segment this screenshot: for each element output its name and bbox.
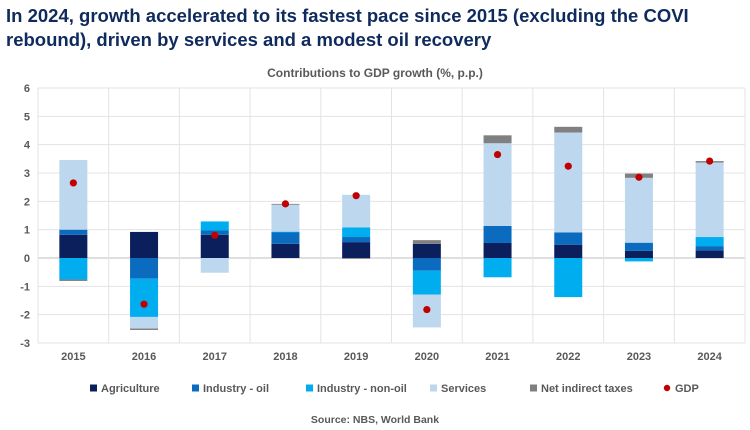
gdp-point [493, 150, 502, 159]
bar-net-indirect-taxes [342, 258, 371, 259]
bar-agriculture [200, 234, 229, 258]
chart-subtitle: Contributions to GDP growth (%, p.p.) [267, 66, 483, 80]
bar-industry-oil [342, 237, 371, 243]
bar-agriculture [695, 250, 724, 258]
x-tick-label: 2018 [273, 351, 297, 363]
y-tick-label: 6 [24, 83, 30, 95]
legend-label: Services [441, 383, 486, 395]
bar-agriculture [271, 243, 300, 258]
legend-label: Industry - non-oil [317, 383, 407, 395]
y-tick-label: -2 [20, 310, 30, 322]
legend-marker [306, 384, 313, 392]
x-tick-label: 2024 [697, 351, 722, 363]
gdp-point [352, 192, 360, 200]
bar-industry-oil [483, 225, 512, 243]
y-tick-label: 4 [24, 140, 31, 152]
gdp-point [211, 231, 219, 239]
bar-agriculture [412, 243, 441, 258]
bar-industry-oil [695, 246, 724, 251]
gdp-point [706, 157, 714, 165]
x-tick-label: 2016 [132, 351, 156, 363]
bar-industry-non-oil [271, 231, 300, 233]
legend-marker [430, 384, 437, 392]
legend-label: Agriculture [101, 383, 160, 395]
bar-agriculture [483, 242, 512, 258]
y-tick-label: -1 [20, 281, 30, 293]
bar-industry-non-oil [624, 258, 653, 262]
bar-services [554, 132, 583, 233]
bar-net-indirect-taxes [483, 135, 512, 144]
bar-net-indirect-taxes [554, 126, 583, 133]
bar-industry-non-oil [412, 270, 441, 295]
gdp-point [69, 179, 77, 187]
bar-agriculture [59, 234, 88, 258]
title-line-2: rebound), driven by services and a modes… [6, 29, 492, 50]
legend-label: Net indirect taxes [541, 383, 633, 395]
bar-industry-non-oil [59, 258, 88, 280]
legend-marker [90, 384, 97, 392]
bar-industry-oil [554, 232, 583, 245]
bar-industry-non-oil [342, 227, 371, 238]
x-tick-label: 2023 [627, 351, 651, 363]
chart-title: In 2024, growth accelerated to its faste… [6, 4, 750, 52]
x-tick-label: 2015 [61, 351, 85, 363]
bar-services [130, 316, 159, 329]
legend-marker-gdp [663, 384, 671, 392]
x-tick-label: 2017 [203, 351, 227, 363]
legend-marker [530, 384, 537, 392]
y-tick-label: 1 [24, 225, 30, 237]
legend-marker [192, 384, 199, 392]
bar-industry-non-oil [483, 258, 512, 278]
bar-services [271, 204, 300, 232]
bar-services [624, 177, 653, 243]
bar-industry-oil [130, 258, 159, 279]
bar-industry-non-oil [695, 237, 724, 247]
y-tick-label: 5 [24, 111, 30, 123]
bar-services [200, 258, 229, 273]
bar-agriculture [130, 231, 159, 258]
legend-label: GDP [675, 383, 699, 395]
bar-agriculture [624, 250, 653, 258]
bar-agriculture [554, 244, 583, 258]
x-tick-label: 2019 [344, 351, 368, 363]
gdp-point [564, 162, 572, 170]
bar-services [695, 162, 724, 238]
bar-industry-non-oil [200, 221, 229, 231]
gdp-point [635, 173, 643, 181]
y-tick-label: 3 [24, 168, 30, 180]
bar-services [59, 159, 88, 230]
bar-net-indirect-taxes [130, 328, 159, 330]
x-tick-label: 2020 [415, 351, 439, 363]
source-note: Source: NBS, World Bank [310, 414, 440, 426]
x-tick-label: 2022 [556, 351, 580, 363]
bar-industry-oil [412, 258, 441, 271]
bar-net-indirect-taxes [412, 240, 441, 244]
bar-services [342, 194, 371, 228]
gdp-point [140, 300, 148, 308]
y-tick-label: 2 [24, 196, 30, 208]
y-tick-label: 0 [24, 253, 30, 265]
bar-industry-non-oil [130, 278, 159, 317]
y-tick-label: -3 [20, 338, 30, 350]
bar-industry-oil [624, 242, 653, 251]
legend-label: Industry - oil [203, 383, 269, 395]
bar-agriculture [342, 242, 371, 258]
x-tick-label: 2021 [485, 351, 509, 363]
bar-net-indirect-taxes [59, 279, 88, 281]
bar-industry-non-oil [554, 258, 583, 298]
gdp-point [281, 200, 290, 208]
bar-industry-oil [271, 232, 300, 244]
gdp-point [423, 305, 431, 314]
bar-industry-oil [59, 229, 88, 235]
title-line-1: In 2024, growth accelerated to its faste… [6, 5, 689, 26]
